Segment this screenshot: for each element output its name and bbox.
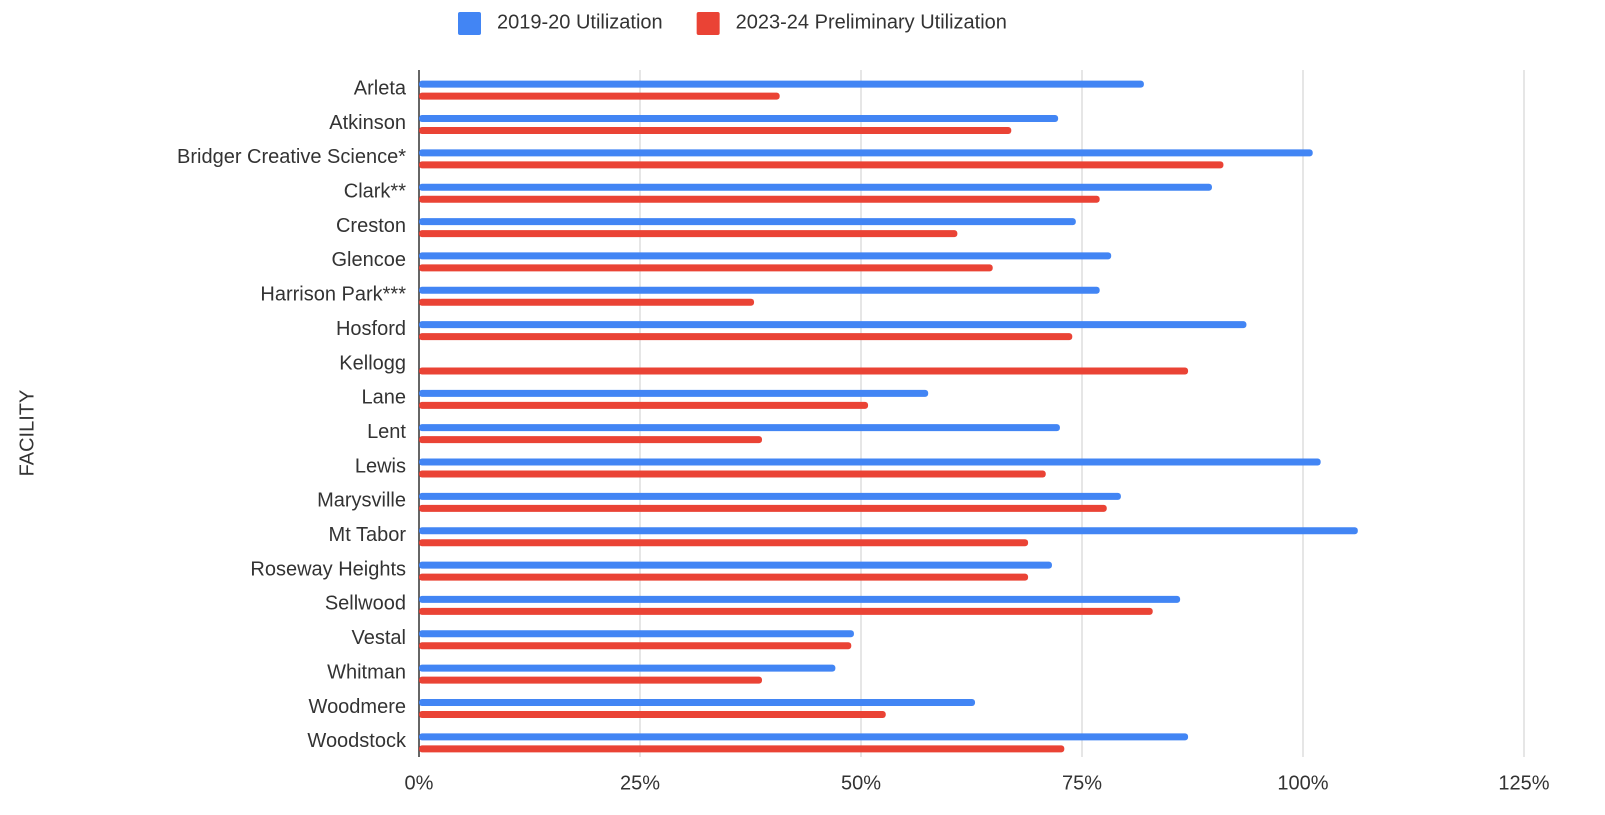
bar — [419, 504, 1107, 512]
y-tick-label: Lent — [367, 421, 406, 443]
legend-swatch — [458, 12, 481, 35]
x-tick-label: 0% — [405, 772, 434, 794]
y-tick-label: Arleta — [354, 77, 407, 99]
bar — [419, 264, 993, 272]
bar — [419, 458, 1321, 466]
legend-label: 2023-24 Preliminary Utilization — [736, 11, 1007, 33]
bar — [419, 470, 1046, 478]
y-tick-label: Harrison Park*** — [260, 284, 406, 306]
bar — [419, 92, 780, 100]
bar — [419, 573, 1029, 581]
x-tick-label: 125% — [1498, 772, 1549, 794]
bar — [419, 642, 852, 650]
bar — [419, 561, 1052, 569]
y-tick-label: Lane — [362, 387, 407, 409]
bar — [419, 492, 1121, 500]
bar — [419, 527, 1358, 535]
bar — [419, 298, 755, 306]
bar — [419, 630, 854, 638]
bar — [419, 367, 1189, 375]
y-tick-label: Lewis — [355, 455, 406, 477]
bar — [419, 321, 1247, 329]
y-tick-label: Clark** — [344, 181, 406, 203]
y-axis-title: FACILITY — [16, 390, 38, 477]
bar — [419, 195, 1100, 203]
x-tick-label: 25% — [620, 772, 660, 794]
bar — [419, 230, 958, 238]
bar — [419, 539, 1029, 547]
y-tick-label: Hosford — [336, 318, 406, 340]
y-tick-label: Glencoe — [332, 249, 407, 271]
y-tick-label: Woodstock — [307, 730, 407, 752]
bar — [419, 333, 1073, 341]
legend-swatch — [696, 12, 720, 35]
bar — [419, 401, 869, 409]
bar — [419, 218, 1076, 226]
bar — [419, 664, 836, 672]
y-tick-label: Vestal — [352, 627, 406, 649]
bar — [419, 745, 1065, 753]
bar — [419, 424, 1060, 432]
x-tick-label: 75% — [1062, 772, 1102, 794]
bar — [419, 183, 1212, 191]
bar — [419, 115, 1059, 123]
y-tick-label: Sellwood — [325, 593, 406, 615]
bar — [419, 676, 762, 684]
y-tick-label: Mt Tabor — [329, 524, 407, 546]
bar — [419, 595, 1181, 603]
y-tick-label: Whitman — [327, 661, 406, 683]
bar — [419, 710, 886, 718]
y-tick-label: Bridger Creative Science* — [177, 146, 406, 168]
y-tick-label: Creston — [336, 215, 406, 237]
bar — [419, 286, 1100, 294]
y-tick-label: Atkinson — [329, 112, 406, 134]
x-tick-label: 50% — [841, 772, 881, 794]
bar — [419, 252, 1112, 260]
y-tick-label: Roseway Heights — [250, 558, 406, 580]
bar — [419, 127, 1012, 135]
bar — [419, 733, 1189, 741]
y-tick-label: Kellogg — [339, 352, 406, 374]
bar — [419, 698, 976, 706]
y-tick-label: Woodmere — [309, 696, 406, 718]
bar — [419, 436, 762, 444]
y-tick-label: Marysville — [317, 490, 406, 512]
bar — [419, 607, 1153, 615]
bar — [419, 161, 1224, 169]
bar — [419, 149, 1313, 157]
bar — [419, 80, 1144, 88]
x-tick-label: 100% — [1277, 772, 1328, 794]
legend-label: 2019-20 Utilization — [497, 11, 663, 33]
bar — [419, 389, 929, 397]
